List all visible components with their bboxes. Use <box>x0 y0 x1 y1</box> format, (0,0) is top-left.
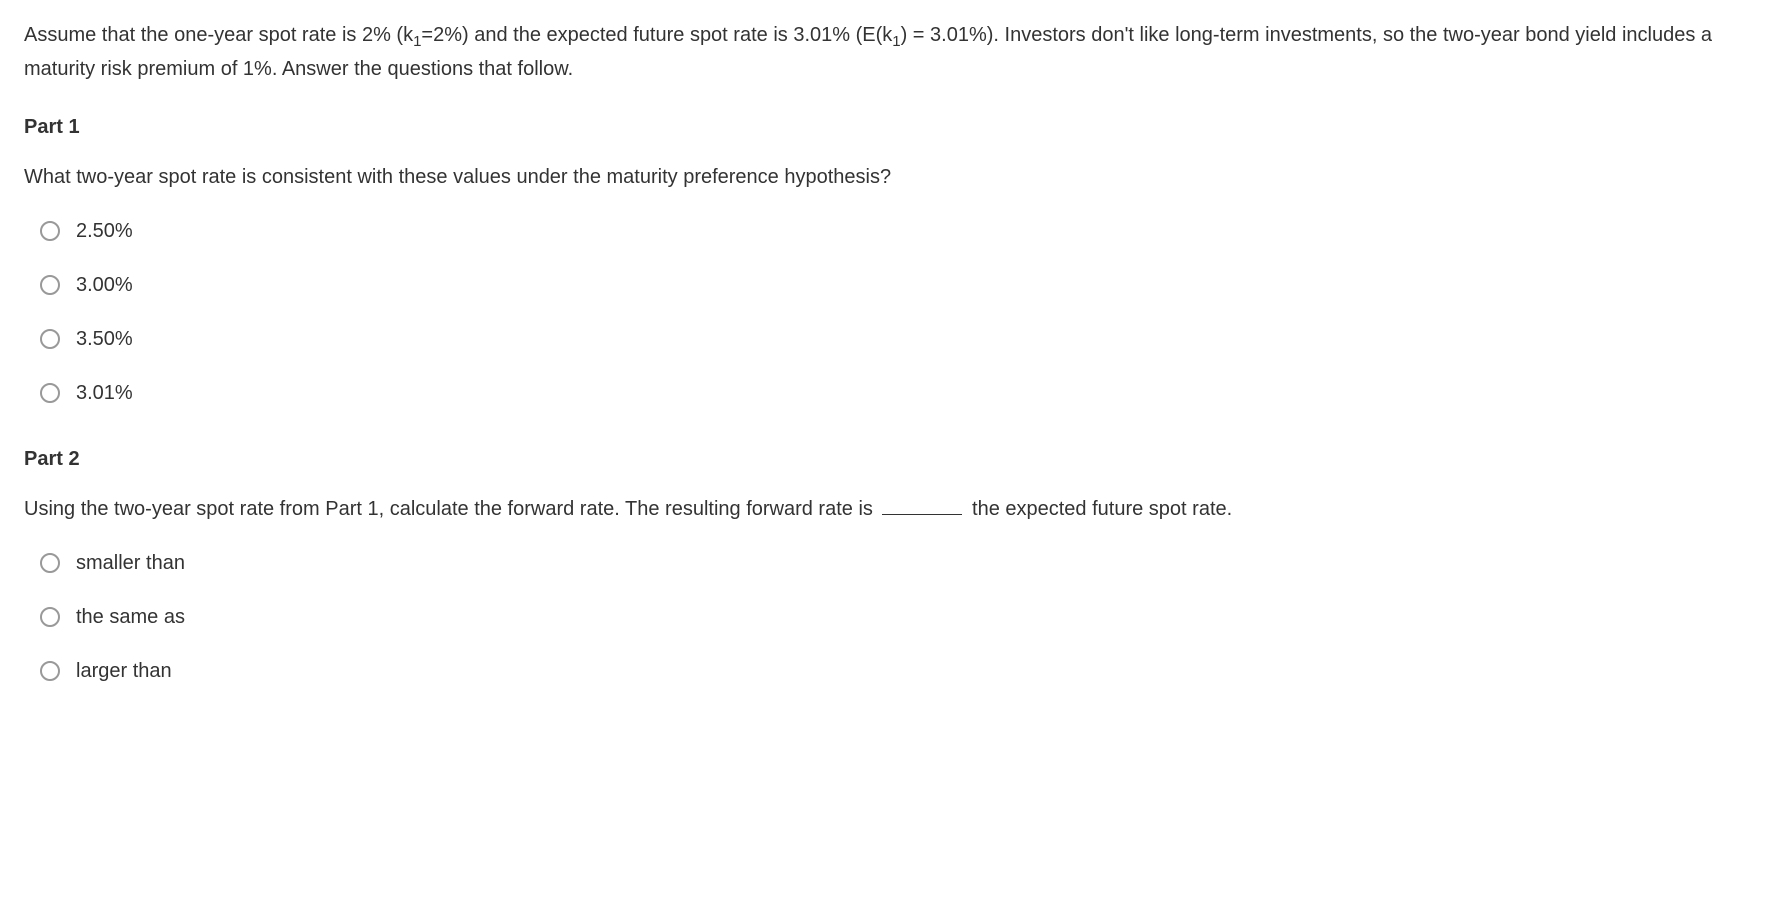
option-label: 2.50% <box>76 216 133 246</box>
part-1-option-3[interactable]: 3.01% <box>40 378 1750 408</box>
option-label: larger than <box>76 656 172 686</box>
radio-icon <box>40 221 60 241</box>
part-2-option-0[interactable]: smaller than <box>40 548 1750 578</box>
radio-icon <box>40 661 60 681</box>
part-1-options: 2.50% 3.00% 3.50% 3.01% <box>24 216 1750 408</box>
part-1-question: What two-year spot rate is consistent wi… <box>24 162 1750 192</box>
radio-icon <box>40 275 60 295</box>
radio-icon <box>40 607 60 627</box>
option-label: 3.50% <box>76 324 133 354</box>
option-label: the same as <box>76 602 185 632</box>
part-2-question-after: the expected future spot rate. <box>966 498 1232 520</box>
part-2-option-1[interactable]: the same as <box>40 602 1750 632</box>
radio-icon <box>40 329 60 349</box>
part-1-option-1[interactable]: 3.00% <box>40 270 1750 300</box>
option-label: 3.01% <box>76 378 133 408</box>
radio-icon <box>40 553 60 573</box>
part-1-heading: Part 1 <box>24 112 1750 142</box>
part-2-question: Using the two-year spot rate from Part 1… <box>24 494 1750 524</box>
intro-segment-2: =2%) and the expected future spot rate i… <box>421 24 892 46</box>
radio-icon <box>40 383 60 403</box>
part-2-options: smaller than the same as larger than <box>24 548 1750 686</box>
option-label: smaller than <box>76 548 185 578</box>
part-2-question-before: Using the two-year spot rate from Part 1… <box>24 498 878 520</box>
part-1-option-2[interactable]: 3.50% <box>40 324 1750 354</box>
intro-sub-2: 1 <box>892 33 900 50</box>
part-2-option-2[interactable]: larger than <box>40 656 1750 686</box>
fill-in-blank <box>882 514 962 515</box>
part-1-option-0[interactable]: 2.50% <box>40 216 1750 246</box>
intro-text: Assume that the one-year spot rate is 2%… <box>24 20 1750 84</box>
intro-segment-1: Assume that the one-year spot rate is 2%… <box>24 24 413 46</box>
option-label: 3.00% <box>76 270 133 300</box>
part-2-heading: Part 2 <box>24 444 1750 474</box>
